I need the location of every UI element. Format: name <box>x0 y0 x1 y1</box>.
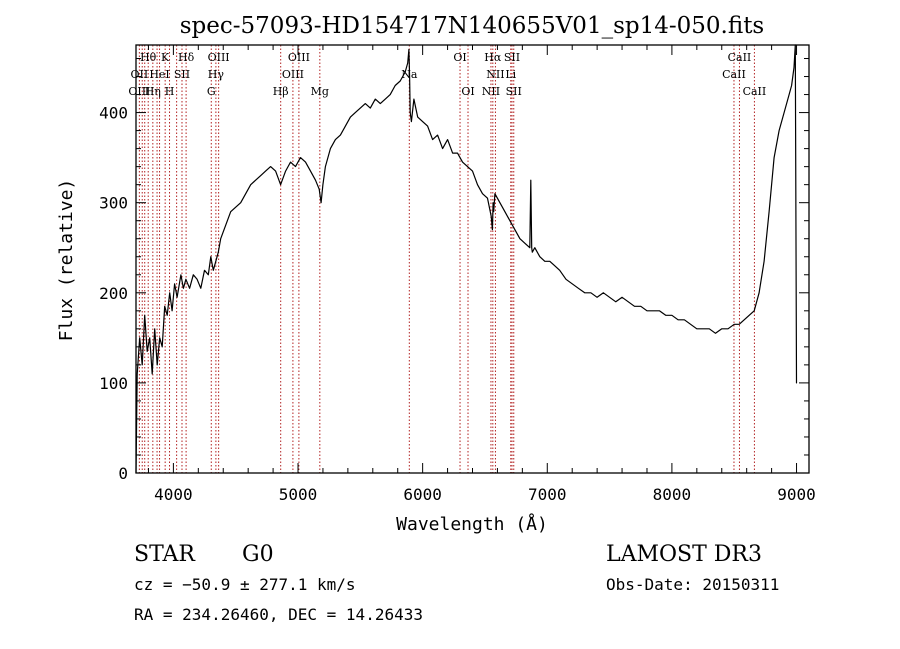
spectral-line-markers <box>138 45 755 473</box>
x-tick-label: 8000 <box>653 485 692 504</box>
redshift-info: cz = −50.9 ± 277.1 km/s <box>134 575 356 594</box>
y-axis-label: Flux (relative) <box>56 179 77 342</box>
spectral-line-label: Li <box>505 68 516 81</box>
spectral-line-label: Mg <box>311 85 329 98</box>
x-axis-label: Wavelength (Å) <box>396 513 548 535</box>
spectral-line-label: OIII <box>282 68 304 81</box>
plot-frame <box>135 44 810 474</box>
spectral-line-label: NII <box>482 85 500 98</box>
y-tick-label: 300 <box>99 194 128 213</box>
x-axis: 4000 5000 6000 7000 8000 9000 <box>147 45 816 504</box>
spectral-line-label: CaII <box>728 51 752 64</box>
spectral-line-label: SII <box>174 68 190 81</box>
x-tick-label: 7000 <box>528 485 567 504</box>
spectral-line-label: H <box>165 85 175 98</box>
spectral-line-label: HeI <box>149 68 169 81</box>
spectral-line-label: SII <box>504 51 520 64</box>
y-tick-label: 400 <box>99 104 128 123</box>
x-tick-label: 4000 <box>154 485 193 504</box>
spectral-line-label: Hδ <box>178 51 195 64</box>
spectral-line-label: SII <box>506 85 522 98</box>
spectral-line-label: Hη <box>145 85 161 98</box>
object-subclass: G0 <box>242 542 274 567</box>
spectral-line-label: OI <box>461 85 474 98</box>
survey-name: LAMOST DR3 <box>606 542 762 567</box>
coordinates: RA = 234.26460, DEC = 14.26433 <box>134 605 423 624</box>
x-tick-label: 5000 <box>279 485 318 504</box>
spectral-line-label: OIII <box>208 51 230 64</box>
spectral-line-label: K <box>161 51 170 64</box>
spectral-line-label: CaII <box>722 68 746 81</box>
spectral-line-label: Hγ <box>208 68 225 81</box>
object-class: STAR <box>134 542 196 567</box>
y-tick-label: 0 <box>118 464 128 483</box>
spectral-line-label: OI <box>453 51 466 64</box>
y-tick-label: 200 <box>99 284 128 303</box>
spectral-line-label: OIII <box>128 85 150 98</box>
y-tick-label: 100 <box>99 374 128 393</box>
chart-title: spec-57093-HD154717N140655V01_sp14-050.f… <box>180 13 765 39</box>
spectrum-line <box>135 44 798 474</box>
spectral-line-label: CaII <box>743 85 767 98</box>
spectral-line-label: G <box>207 85 216 98</box>
spectral-line-label: Hβ <box>273 85 289 98</box>
spectral-line-label: NII <box>486 68 504 81</box>
spectral-line-label: OII <box>131 68 149 81</box>
y-axis: 0 100 200 300 400 <box>99 58 809 483</box>
x-tick-label: 9000 <box>777 485 816 504</box>
spectral-line-label: Hα <box>484 51 502 64</box>
spectral-line-label: OIII <box>288 51 310 64</box>
spectral-line-label: Hθ <box>140 51 157 64</box>
observation-date: Obs-Date: 20150311 <box>606 575 779 594</box>
x-tick-label: 6000 <box>403 485 442 504</box>
